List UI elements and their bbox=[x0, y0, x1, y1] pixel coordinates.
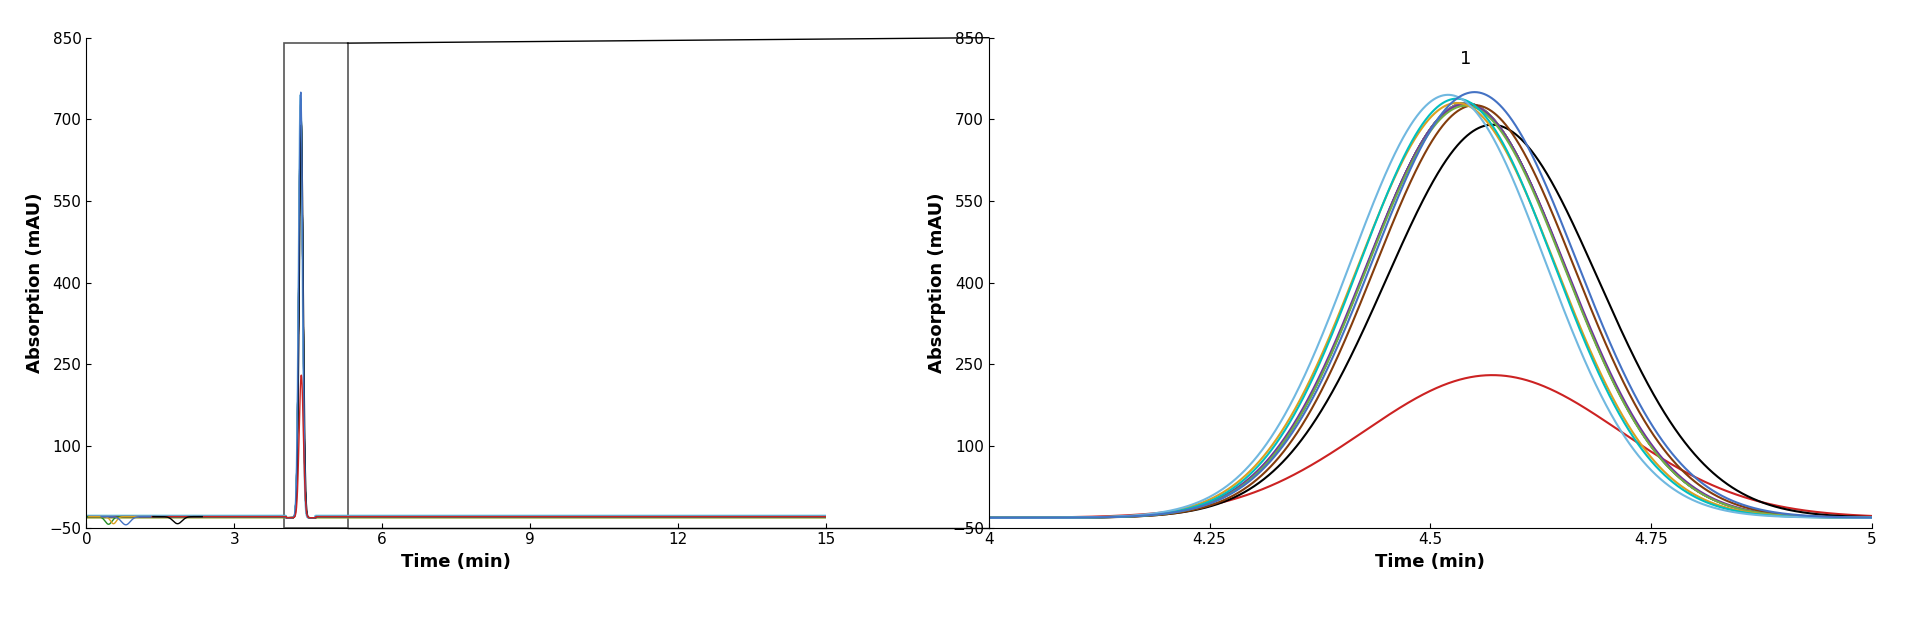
X-axis label: Time (min): Time (min) bbox=[401, 553, 511, 571]
Y-axis label: Absorption (mAU): Absorption (mAU) bbox=[929, 192, 947, 373]
X-axis label: Time (min): Time (min) bbox=[1375, 553, 1486, 571]
Text: 1: 1 bbox=[1459, 50, 1471, 68]
Y-axis label: Absorption (mAU): Absorption (mAU) bbox=[27, 192, 44, 373]
Bar bbox=[284, 43, 348, 528]
